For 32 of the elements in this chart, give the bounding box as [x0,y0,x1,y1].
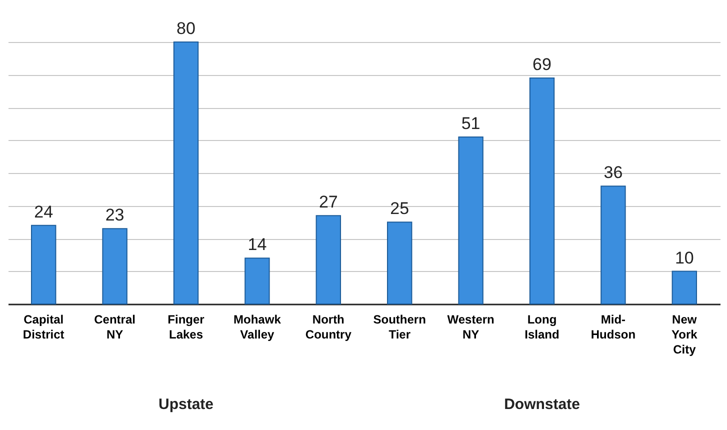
text: Downstate [504,396,580,413]
x-tick-label: Mohawk Valley [234,312,282,342]
data-label: 27 [318,192,338,212]
data-label: 14 [248,235,267,254]
x-tick-label: Central NY [94,312,136,342]
bar [458,136,484,304]
text: Upstate [158,396,214,413]
bar [672,270,698,304]
data-label: 80 [176,19,196,38]
x-tick-label: Southern Tier [373,312,426,342]
data-label: 25 [390,199,410,218]
bar [173,42,199,304]
data-label: 69 [532,55,552,74]
bar [244,258,270,304]
x-tick-label: Finger Lakes [168,312,205,342]
bar [600,186,626,304]
bar [386,222,412,304]
x-tick-label: New York City [672,312,698,356]
x-tick-label: Western NY [447,312,494,342]
bar [30,224,56,304]
x-tick-label: North Country [305,312,352,342]
x-tick-label: Capital District [22,312,64,342]
data-label: 10 [674,248,694,268]
bar [102,228,128,304]
data-label: 51 [461,114,480,133]
x-tick-label: Mid-Hudson [590,312,636,342]
data-label: 23 [105,206,124,225]
x-tick-label: Long Island [524,312,560,342]
data-label: 36 [604,163,623,182]
data-label: 24 [34,202,54,222]
bar [316,215,342,304]
bar [529,78,555,304]
